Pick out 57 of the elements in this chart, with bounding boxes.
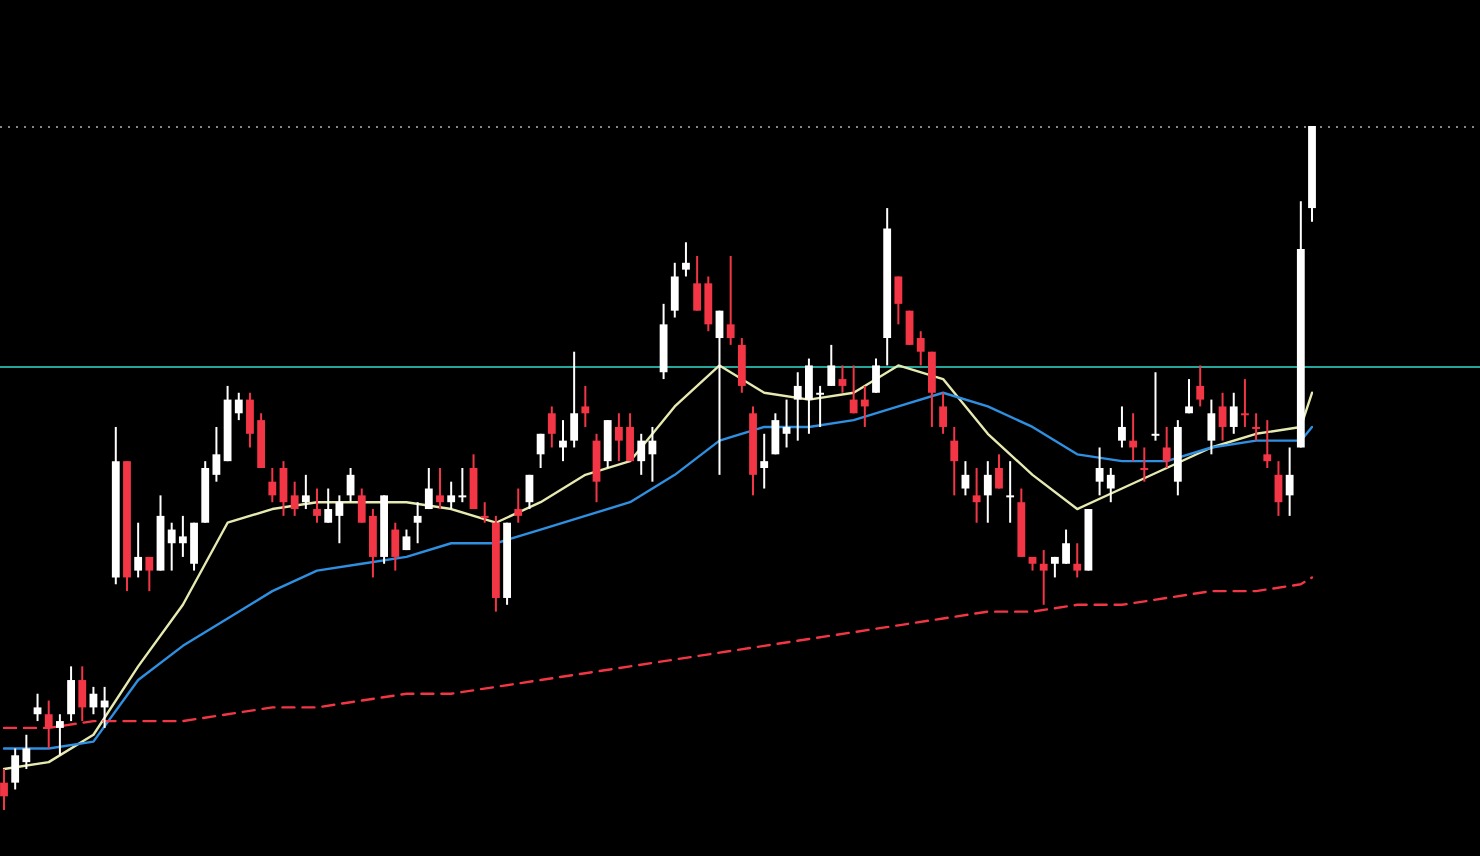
candlestick xyxy=(78,665,87,723)
candlestick xyxy=(1039,549,1048,606)
candlestick xyxy=(737,337,746,394)
candlestick xyxy=(547,405,556,449)
candlestick xyxy=(603,419,612,469)
candlestick xyxy=(268,467,277,504)
candlestick xyxy=(838,364,847,394)
candlestick xyxy=(145,555,154,593)
candlestick xyxy=(1218,391,1227,442)
candlestick xyxy=(391,521,400,572)
candlestick xyxy=(570,350,579,449)
candlestick xyxy=(771,412,780,456)
candlestick xyxy=(1118,405,1126,449)
candlestick xyxy=(682,241,690,278)
candlestick xyxy=(916,330,925,367)
candlestick xyxy=(1073,542,1082,579)
candlestick xyxy=(480,501,489,524)
candlestick xyxy=(1196,364,1205,408)
candlestick xyxy=(1241,378,1249,428)
candlestick xyxy=(782,398,791,449)
candlestick xyxy=(939,391,947,435)
candlestick xyxy=(827,343,836,387)
candlestick xyxy=(514,487,523,524)
candlestick xyxy=(424,467,433,511)
candlestick xyxy=(67,665,75,723)
candlestick xyxy=(0,767,8,811)
candlestick xyxy=(1207,398,1216,456)
candlestick xyxy=(1140,446,1149,483)
candlestick xyxy=(413,501,422,545)
candlestick xyxy=(927,350,936,428)
candlestick xyxy=(134,521,143,579)
candlestick xyxy=(726,254,735,346)
candlestick xyxy=(55,713,64,757)
candlestick xyxy=(1162,425,1171,469)
candlestick xyxy=(33,692,42,723)
candlestick xyxy=(1263,419,1272,469)
candlestick xyxy=(301,473,310,511)
candlestick xyxy=(536,432,545,469)
candlestick xyxy=(872,357,880,394)
candlestick xyxy=(1185,378,1193,415)
candlestick xyxy=(983,460,992,524)
candlestick xyxy=(1285,446,1294,517)
candlestick xyxy=(1006,460,1015,524)
candlestick xyxy=(313,487,321,524)
candlestick xyxy=(972,467,981,524)
candlestick xyxy=(760,432,769,490)
candlestick xyxy=(950,425,959,497)
candlestick xyxy=(995,453,1003,490)
candlestick xyxy=(290,480,299,517)
candlestick xyxy=(961,460,970,497)
candlestick xyxy=(436,467,444,511)
candlestick xyxy=(581,384,590,428)
candlestick xyxy=(670,261,679,319)
candlestick xyxy=(894,275,903,326)
candlestick xyxy=(659,302,668,381)
candlestick xyxy=(1252,412,1261,442)
candlestick xyxy=(1229,391,1238,435)
